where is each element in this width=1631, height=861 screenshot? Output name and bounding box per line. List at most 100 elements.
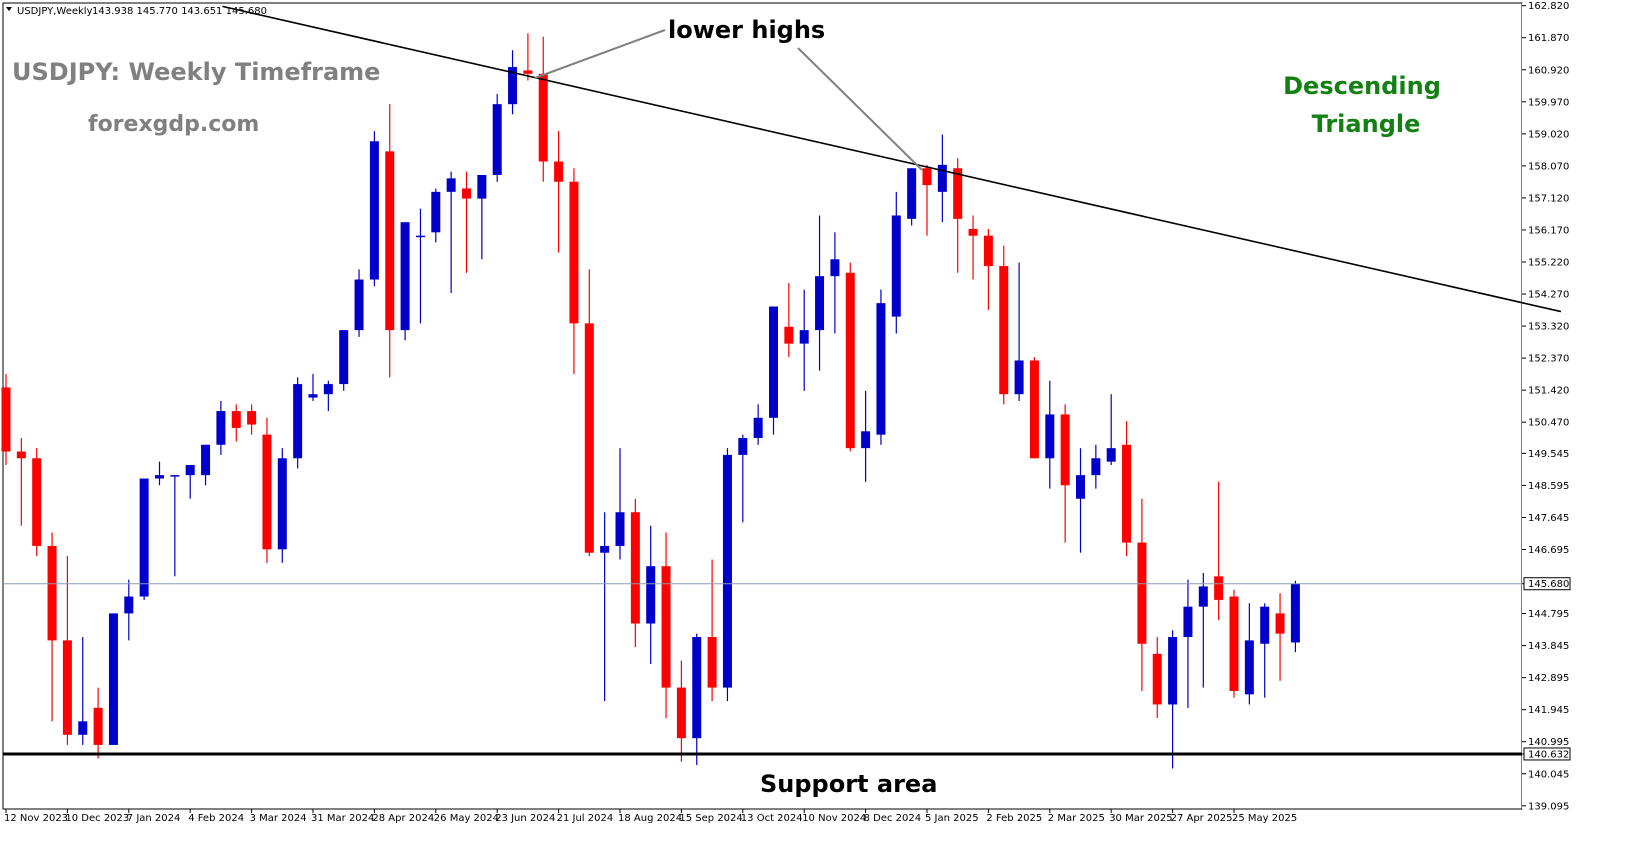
candle-43 xyxy=(661,532,671,718)
candle-29 xyxy=(446,171,456,294)
candle-body-82 xyxy=(1260,606,1270,644)
candle-25 xyxy=(385,104,395,378)
candle-27 xyxy=(415,208,425,324)
candle-10 xyxy=(155,461,164,486)
candle-body-21 xyxy=(323,384,333,395)
candle-body-78 xyxy=(1198,586,1208,607)
candle-body-4 xyxy=(62,640,72,735)
candle-body-8 xyxy=(124,596,134,614)
candle-body-73 xyxy=(1122,444,1132,543)
x-tick-label-18: 30 Mar 2025 xyxy=(1109,813,1172,824)
y-tick-label-16: 147.645 xyxy=(1528,513,1569,524)
candle-21 xyxy=(323,380,333,412)
candle-body-77 xyxy=(1183,606,1193,638)
candle-30 xyxy=(462,171,471,273)
x-tick-label-14: 8 Dec 2024 xyxy=(864,813,922,824)
candle-body-36 xyxy=(554,161,564,182)
candle-58 xyxy=(891,191,901,334)
candle-41 xyxy=(630,498,640,648)
ohlc-label: 143.938 145.770 143.651 145.680 xyxy=(92,6,267,17)
lower-highs-arrow-right xyxy=(797,47,923,171)
candle-body-49 xyxy=(753,417,763,439)
candle-14 xyxy=(216,400,226,455)
candle-body-46 xyxy=(707,637,717,688)
candle-71 xyxy=(1091,444,1101,489)
candle-19 xyxy=(293,377,303,469)
candle-body-7 xyxy=(108,613,118,745)
y-tick-label-5: 158.070 xyxy=(1528,161,1569,172)
candle-7 xyxy=(108,613,118,745)
candle-35 xyxy=(538,36,548,182)
candle-body-68 xyxy=(1045,414,1055,459)
candle-body-22 xyxy=(339,330,349,385)
candle-body-75 xyxy=(1152,653,1162,705)
candle-body-6 xyxy=(93,707,103,745)
candle-body-35 xyxy=(538,73,548,162)
candle-73 xyxy=(1122,421,1132,557)
candle-body-12 xyxy=(185,465,195,476)
candle-body-62 xyxy=(953,168,963,219)
y-tick-label-18: 145.680 xyxy=(1528,579,1569,590)
candle-8 xyxy=(124,579,134,641)
x-tick-label-15: 5 Jan 2025 xyxy=(925,813,979,824)
chart-header: USDJPY,Weekly 143.938 145.770 143.651 14… xyxy=(6,6,267,17)
symbol-label: USDJPY,Weekly xyxy=(17,6,93,17)
candle-53 xyxy=(815,215,825,371)
candle-23 xyxy=(354,269,364,337)
candle-body-42 xyxy=(646,566,656,624)
candle-body-24 xyxy=(369,141,379,280)
candle-body-56 xyxy=(861,431,871,449)
x-tick-label-6: 28 Apr 2024 xyxy=(372,813,434,824)
plot-area xyxy=(2,2,1523,810)
y-tick-label-7: 156.170 xyxy=(1528,225,1569,236)
candle-40 xyxy=(615,448,625,560)
x-tick-label-0: 12 Nov 2023 xyxy=(4,813,68,824)
support-level-label-box xyxy=(1523,747,1571,761)
dropdown-triangle-icon[interactable] xyxy=(6,7,12,11)
candle-body-1 xyxy=(16,451,26,459)
candle-body-51 xyxy=(784,326,794,344)
candle-11 xyxy=(170,475,180,577)
y-tick-label-2: 160.920 xyxy=(1528,65,1569,76)
x-tick-label-5: 31 Mar 2024 xyxy=(311,813,374,824)
x-tick-label-3: 4 Feb 2024 xyxy=(188,813,244,824)
candle-body-32 xyxy=(492,104,502,175)
candle-68 xyxy=(1045,380,1055,489)
y-tick-label-26: 139.095 xyxy=(1528,801,1569,812)
candle-body-48 xyxy=(738,438,748,455)
x-tick-label-9: 21 Jul 2024 xyxy=(557,813,614,824)
candle-body-28 xyxy=(431,191,441,233)
y-tick-label-11: 152.370 xyxy=(1528,354,1569,365)
x-tick-label-1: 10 Dec 2023 xyxy=(65,813,129,824)
candle-49 xyxy=(753,404,763,445)
candle-body-16 xyxy=(247,411,257,425)
candle-38 xyxy=(584,269,594,557)
candle-body-80 xyxy=(1229,596,1239,691)
candle-body-25 xyxy=(385,151,395,331)
candle-84 xyxy=(1290,580,1300,653)
candle-28 xyxy=(431,188,441,243)
y-tick-label-25: 140.045 xyxy=(1528,769,1569,780)
candle-22 xyxy=(339,330,349,391)
candle-body-19 xyxy=(293,384,303,459)
y-tick-label-22: 141.945 xyxy=(1528,705,1569,716)
candle-15 xyxy=(231,404,241,442)
candle-body-31 xyxy=(477,174,487,199)
candle-body-20 xyxy=(308,394,318,398)
candle-61 xyxy=(937,134,947,223)
x-tick-label-16: 2 Feb 2025 xyxy=(986,813,1042,824)
candle-body-33 xyxy=(508,67,518,105)
candle-body-43 xyxy=(661,566,671,688)
candle-body-65 xyxy=(999,266,1009,395)
x-tick-label-13: 10 Nov 2024 xyxy=(802,813,866,824)
candle-34 xyxy=(523,33,533,81)
candle-body-0 xyxy=(1,387,11,452)
candle-body-14 xyxy=(216,411,226,445)
candle-9 xyxy=(139,478,149,600)
candle-60 xyxy=(922,164,932,236)
y-tick-label-15: 148.595 xyxy=(1528,481,1569,492)
candle-59 xyxy=(907,168,917,226)
candle-body-40 xyxy=(615,512,625,546)
lower-highs-arrow-left xyxy=(534,29,666,79)
